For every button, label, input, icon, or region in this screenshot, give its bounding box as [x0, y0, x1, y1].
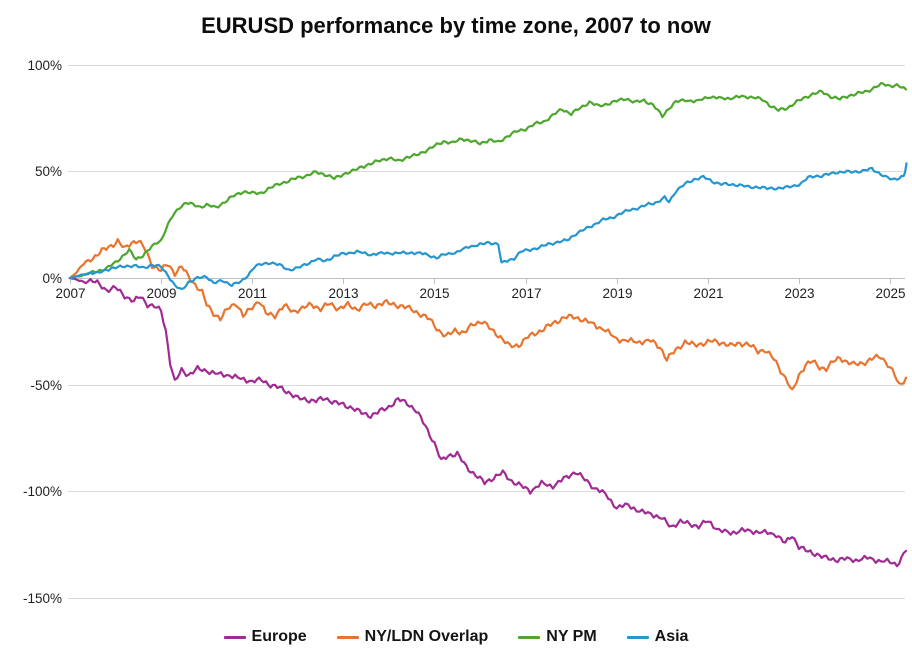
x-tick-label: 2015: [419, 286, 449, 301]
y-tick-label: 50%: [35, 164, 62, 179]
x-tick-label: 2019: [602, 286, 632, 301]
x-tick-label: 2007: [55, 286, 85, 301]
legend-label-asia: Asia: [654, 628, 689, 645]
y-tick-label: -50%: [30, 378, 62, 393]
series-line-europe: [68, 276, 908, 568]
series-line-ny-pm: [68, 82, 908, 280]
legend-label-ny-ldn-overlap: NY/LDN Overlap: [364, 628, 489, 645]
y-tick-label: 100%: [27, 58, 62, 73]
legend-item-ny-ldn-overlap: NY/LDN Overlap: [336, 628, 489, 646]
legend-label-europe: Europe: [251, 628, 307, 645]
legend-swatch-europe: [223, 635, 246, 639]
legend-item-asia: Asia: [626, 628, 689, 646]
y-tick-label: -150%: [23, 591, 62, 606]
x-tick-label: 2009: [146, 286, 176, 301]
legend-label-ny-pm: NY PM: [546, 628, 597, 645]
x-tick-label: 2021: [693, 286, 723, 301]
legend-swatch-ny-pm: [518, 635, 541, 639]
x-tick-label: 2025: [875, 286, 905, 301]
x-tick-label: 2011: [238, 286, 267, 301]
y-tick-label: -100%: [23, 484, 62, 499]
x-tick-label: 2013: [328, 286, 358, 301]
chart-title: EURUSD performance by time zone, 2007 to…: [201, 13, 711, 38]
y-tick-label: 0%: [42, 271, 62, 286]
series-line-ny-ldn-overlap: [68, 238, 908, 391]
legend-swatch-asia: [626, 635, 649, 639]
legend-item-europe: Europe: [223, 628, 307, 646]
x-tick-label: 2023: [784, 286, 814, 301]
series-line-asia: [68, 162, 908, 290]
legend-swatch-ny-ldn-overlap: [336, 635, 359, 639]
x-tick-label: 2017: [511, 286, 541, 301]
legend-item-ny-pm: NY PM: [518, 628, 597, 646]
chart-legend: Europe NY/LDN Overlap NY PM Asia: [0, 624, 912, 650]
